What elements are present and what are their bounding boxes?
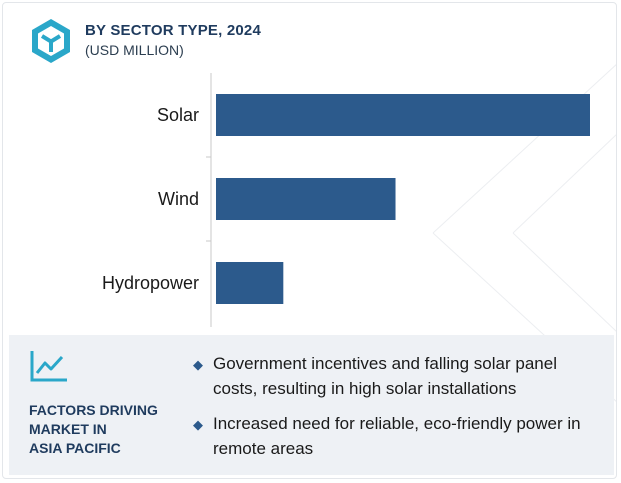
category-label-wind: Wind [158,189,199,209]
chart-subtitle: (USD MILLION) [85,42,184,58]
bar-wind [216,178,396,220]
factors-panel: FACTORS DRIVING MARKET IN ASIA PACIFIC ◆… [9,335,614,475]
factors-title-line-3: ASIA PACIFIC [29,440,121,456]
factor-item: ◆ Increased need for reliable, eco-frien… [191,411,601,461]
bar-solar [216,94,590,136]
factors-list: ◆ Government incentives and falling sola… [191,351,601,471]
chart-title: BY SECTOR TYPE, 2024 [85,22,262,39]
bar-hydropower [216,262,284,304]
category-label-solar: Solar [157,105,199,125]
diamond-icon: ◆ [193,357,203,372]
bar-chart: Solar Wind Hydropower [102,73,590,327]
factor-item-text: Increased need for reliable, eco-friendl… [213,414,581,458]
line-chart-icon [30,351,67,382]
factor-item: ◆ Government incentives and falling sola… [191,351,601,401]
infographic-card: BY SECTOR TYPE, 2024 (USD MILLION) Solar… [2,2,617,479]
cube-logo-icon [32,19,70,63]
factor-item-text: Government incentives and falling solar … [213,354,557,398]
factors-title-line-2: MARKET IN [29,421,107,437]
factors-title-line-1: FACTORS DRIVING [29,402,158,418]
category-label-hydropower: Hydropower [102,273,199,293]
diamond-icon: ◆ [193,417,203,432]
factors-title: FACTORS DRIVING MARKET IN ASIA PACIFIC [29,401,179,458]
